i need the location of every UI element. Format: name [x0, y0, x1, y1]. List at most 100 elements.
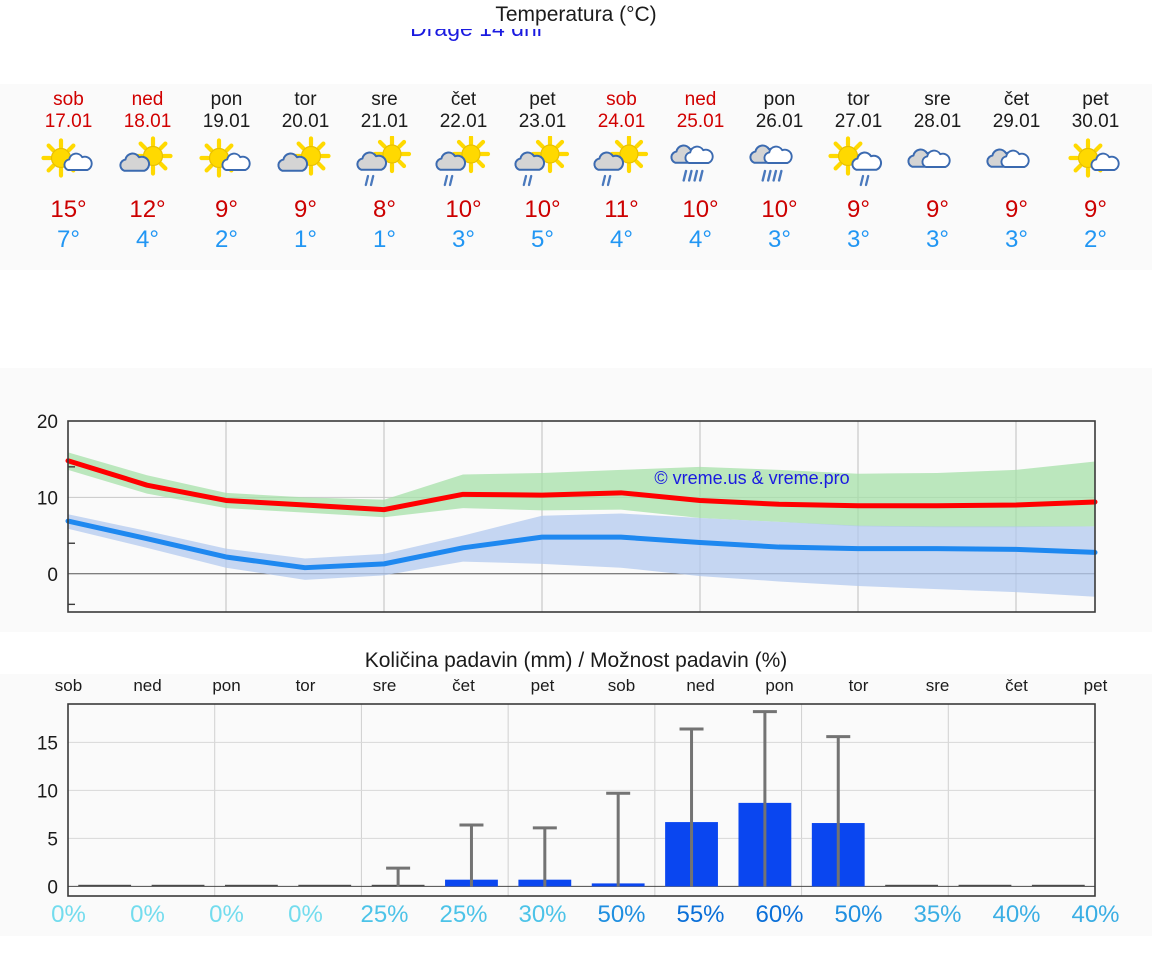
day-forecast-column[interactable]: sre 28.01 9° 3° — [898, 84, 977, 270]
temperature-min-label: 2° — [1084, 226, 1107, 253]
cloud-sun-rain-icon — [352, 134, 418, 192]
day-forecast-column[interactable]: tor 20.01 9° 1° — [266, 84, 345, 270]
temperature-min-label: 4° — [689, 226, 712, 253]
temperature-min-label: 4° — [610, 226, 633, 253]
day-forecast-column[interactable]: pon 19.01 9° 2° — [187, 84, 266, 270]
day-name-label: pon — [210, 89, 243, 110]
temperature-min-label: 3° — [768, 226, 791, 253]
day-name-label: ned — [684, 89, 717, 110]
day-date-label: 27.01 — [834, 111, 883, 132]
day-forecast-column[interactable]: pet 23.01 10° 5° — [503, 84, 582, 270]
precipitation-probability-label: 25% — [360, 901, 409, 928]
temperature-max-label: 9° — [1005, 196, 1028, 223]
svg-text:0: 0 — [47, 877, 58, 898]
precipitation-probability-label: 40% — [992, 901, 1041, 928]
day-forecast-column[interactable]: pet 30.01 9° 2° — [1056, 84, 1135, 270]
temperature-max-label: 8° — [373, 196, 396, 223]
day-name-label: pet — [529, 89, 556, 110]
day-name-label: sob — [606, 89, 637, 110]
day-name-label: sre — [371, 89, 398, 110]
day-date-label: 24.01 — [597, 111, 646, 132]
precipitation-day-label: sre — [925, 676, 950, 695]
day-forecast-column[interactable]: tor 27.01 9° 3° — [819, 84, 898, 270]
cloud-sun-icon — [115, 136, 181, 192]
day-name-label: čet — [1003, 89, 1030, 110]
precipitation-probability-label: 0% — [130, 901, 165, 928]
precipitation-day-label: pet — [530, 676, 555, 695]
temperature-max-label: 12° — [129, 196, 166, 223]
day-forecast-column[interactable]: čet 29.01 9° 3° — [977, 84, 1056, 270]
day-date-label: 25.01 — [676, 111, 725, 132]
svg-text:15: 15 — [37, 733, 58, 754]
day-forecast-column[interactable]: sre 21.01 8° 1° — [345, 84, 424, 270]
temperature-min-label: 1° — [294, 226, 317, 253]
temperature-max-label: 9° — [215, 196, 238, 223]
svg-text:10: 10 — [37, 488, 58, 509]
day-forecast-column[interactable]: sob 24.01 11° 4° — [582, 84, 661, 270]
svg-text:© vreme.us & vreme.pro: © vreme.us & vreme.pro — [654, 468, 849, 488]
precipitation-day-label: sob — [607, 676, 636, 695]
precipitation-probability-label: 0% — [288, 901, 323, 928]
day-date-label: 21.01 — [360, 111, 409, 132]
day-forecast-column[interactable]: ned 25.01 10° 4° — [661, 84, 740, 270]
precipitation-probability-label: 35% — [913, 901, 962, 928]
precipitation-day-label: pet — [1083, 676, 1108, 695]
cloud-icon — [984, 136, 1050, 192]
sun-cloud-icon — [36, 136, 102, 192]
temperature-min-label: 1° — [373, 226, 396, 253]
day-name-label: tor — [847, 89, 870, 110]
cloud-sun-rain-icon — [510, 134, 576, 192]
precipitation-day-label: sre — [372, 676, 397, 695]
svg-text:20: 20 — [37, 412, 58, 433]
precipitation-probability-label: 50% — [597, 901, 646, 928]
temperature-max-label: 11° — [604, 196, 639, 223]
day-forecast-column[interactable]: ned 18.01 12° 4° — [108, 84, 187, 270]
temperature-min-label: 3° — [926, 226, 949, 253]
cloud-sun-rain-icon — [431, 134, 497, 192]
temperature-min-label: 3° — [1005, 226, 1028, 253]
precipitation-probability-label: 40% — [1071, 901, 1120, 928]
temperature-max-label: 10° — [682, 196, 719, 223]
temperature-max-label: 15° — [50, 196, 87, 223]
svg-text:5: 5 — [47, 829, 58, 850]
temperature-chart: © vreme.us & vreme.pro 0 10 20 — [37, 412, 1098, 613]
precipitation-day-label: tor — [295, 676, 316, 695]
day-date-label: 18.01 — [123, 111, 172, 132]
precipitation-probability-label: 0% — [209, 901, 244, 928]
temperature-min-label: 4° — [136, 226, 159, 253]
day-forecast-column[interactable]: pon 26.01 10° 3° — [740, 84, 819, 270]
day-date-label: 26.01 — [755, 111, 804, 132]
day-name-label: sre — [924, 89, 951, 110]
day-name-label: pet — [1082, 89, 1109, 110]
temperature-max-label: 9° — [1084, 196, 1107, 223]
day-forecast-column[interactable]: čet 22.01 10° 3° — [424, 84, 503, 270]
precipitation-probability-label: 60% — [755, 901, 804, 928]
cloud-icon — [905, 136, 971, 192]
day-name-label: pon — [763, 89, 796, 110]
day-date-label: 17.01 — [44, 111, 93, 132]
temperature-chart-title: Temperatura (°C) — [0, 0, 1152, 29]
day-date-label: 19.01 — [202, 111, 251, 132]
temperature-min-label: 3° — [452, 226, 475, 253]
day-date-label: 29.01 — [992, 111, 1041, 132]
temperature-max-label: 10° — [761, 196, 798, 223]
day-date-label: 20.01 — [281, 111, 330, 132]
precipitation-day-label: sob — [54, 676, 83, 695]
day-date-label: 23.01 — [518, 111, 567, 132]
day-forecast-column[interactable]: sob 17.01 15° 7° — [29, 84, 108, 270]
day-name-label: sob — [53, 89, 84, 110]
cloud-rain-icon — [668, 136, 734, 192]
temperature-max-label: 9° — [294, 196, 317, 223]
precipitation-probability-label: 0% — [51, 901, 86, 928]
precipitation-day-label: ned — [133, 676, 162, 695]
temperature-max-label: 9° — [926, 196, 949, 223]
day-name-label: čet — [450, 89, 477, 110]
precipitation-day-label: pon — [765, 676, 794, 695]
temperature-max-label: 9° — [847, 196, 870, 223]
cloud-sun-icon — [273, 136, 339, 192]
temperature-max-label: 10° — [524, 196, 561, 223]
day-date-label: 28.01 — [913, 111, 962, 132]
precipitation-day-label: ned — [686, 676, 715, 695]
temperature-min-label: 3° — [847, 226, 870, 253]
day-date-label: 30.01 — [1071, 111, 1120, 132]
